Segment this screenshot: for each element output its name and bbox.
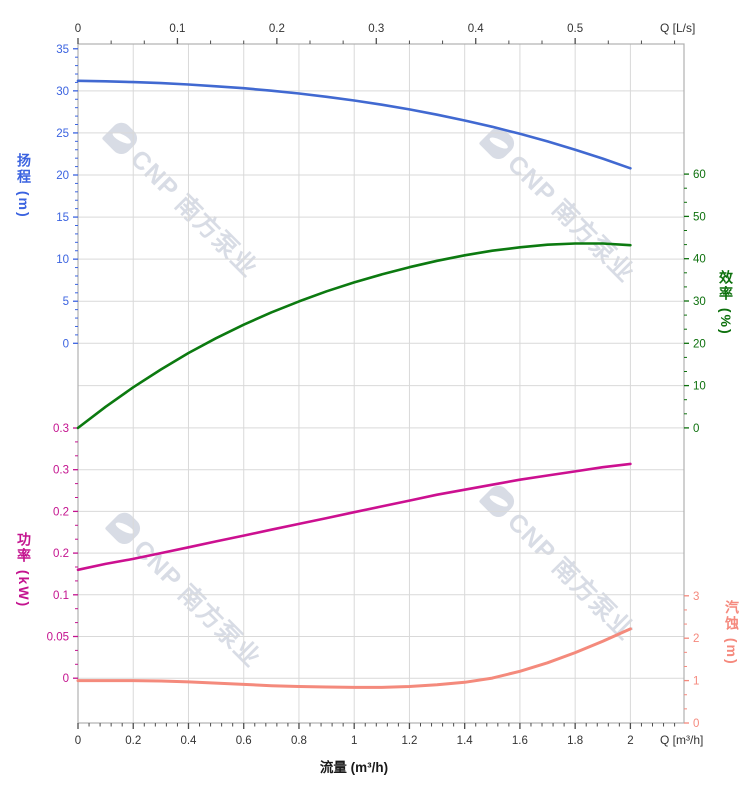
top-axis-tick-label: 0.4	[468, 23, 485, 35]
bottom-axis-tick-label: 1.2	[401, 735, 417, 747]
bottom-axis-tick-label: 0.4	[180, 735, 197, 747]
bottom-axis-tick-label: 0.6	[236, 735, 252, 747]
head-axis-tick-label: 10	[56, 254, 69, 266]
plot-frame	[77, 43, 685, 724]
head-curve	[76, 79, 632, 170]
head-axis-tick-label: 20	[56, 170, 69, 182]
head-axis-tick-label: 0	[63, 338, 69, 350]
npsh-axis-tick-label: 3	[693, 591, 699, 603]
efficiency-axis-tick-label: 50	[693, 211, 706, 223]
npsh-axis-tick-label: 1	[693, 676, 699, 688]
efficiency-axis-tick-label: 40	[693, 254, 706, 266]
head-axis-title: 扬程 (m)	[16, 153, 32, 219]
power-axis-title: 功率 (kW)	[16, 532, 32, 609]
bottom-axis-tick-label: 1.4	[457, 735, 474, 747]
efficiency-axis-tick-label: 10	[693, 381, 706, 393]
bottom-axis-tick-label: 0.8	[291, 735, 307, 747]
top-axis-unit-label: Q [L/s]	[660, 21, 696, 35]
bottom-axis-tick-label: 1.8	[567, 735, 583, 747]
npsh-axis-title: 汽蚀 (m)	[724, 600, 740, 666]
bottom-axis-tick-label: 1.6	[512, 735, 528, 747]
head-axis-tick-label: 35	[56, 44, 69, 56]
power-axis-tick-label: 0	[63, 673, 69, 685]
top-axis-tick-label: 0.3	[368, 23, 384, 35]
power-axis-tick-label: 0.3	[53, 465, 69, 477]
efficiency-axis-tick-label: 30	[693, 296, 706, 308]
power-curve	[76, 462, 632, 572]
npsh-axis-tick-label: 2	[693, 633, 699, 645]
efficiency-axis-tick-label: 20	[693, 338, 706, 350]
power-axis-tick-label: 0.2	[53, 548, 69, 560]
head-axis-tick-label: 25	[56, 128, 69, 140]
flow-axis-title: 流量 (m³/h)	[319, 760, 389, 775]
npsh-curve	[76, 627, 632, 689]
efficiency-axis-tick-label: 0	[693, 423, 699, 435]
top-axis-tick-label: 0.5	[567, 23, 583, 35]
efficiency-axis-title: 效率 (%)	[718, 270, 734, 336]
efficiency-curve	[76, 242, 632, 430]
bottom-axis-tick-label: 1	[351, 735, 357, 747]
top-axis-tick-label: 0.2	[269, 23, 285, 35]
power-axis-tick-label: 0.2	[53, 506, 69, 518]
top-axis-tick-label: 0.1	[169, 23, 185, 35]
bottom-axis-tick-label: 2	[627, 735, 633, 747]
power-axis-tick-label: 0.05	[47, 632, 69, 644]
top-axis-tick-label: 0	[75, 23, 81, 35]
head-axis-tick-label: 5	[63, 296, 69, 308]
bottom-axis-unit-label: Q [m³/h]	[660, 733, 704, 747]
efficiency-axis-tick-label: 60	[693, 169, 706, 181]
head-axis-tick-label: 30	[56, 86, 69, 98]
head-axis-tick-label: 15	[56, 212, 69, 224]
power-axis-tick-label: 0.1	[53, 590, 69, 602]
bottom-axis-tick-label: 0.2	[125, 735, 141, 747]
power-axis-tick-label: 0.3	[53, 423, 69, 435]
npsh-axis-tick-label: 0	[693, 718, 699, 730]
bottom-axis-tick-label: 0	[75, 735, 81, 747]
